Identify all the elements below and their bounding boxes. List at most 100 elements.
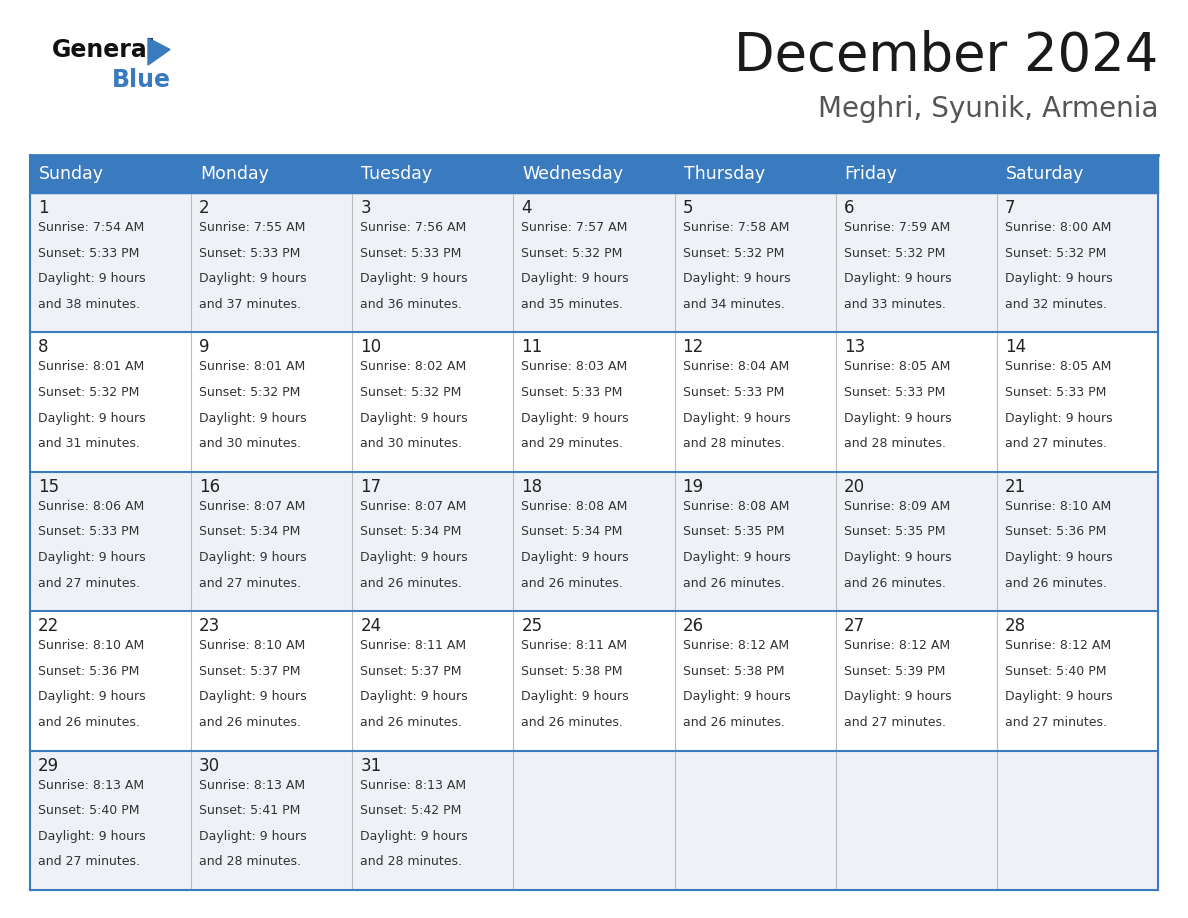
- Bar: [513, 155, 675, 193]
- Text: Daylight: 9 hours: Daylight: 9 hours: [522, 551, 630, 564]
- Bar: [835, 472, 997, 611]
- Text: 10: 10: [360, 339, 381, 356]
- Text: Daylight: 9 hours: Daylight: 9 hours: [38, 411, 146, 424]
- Text: 7: 7: [1005, 199, 1016, 217]
- Text: Daylight: 9 hours: Daylight: 9 hours: [683, 690, 790, 703]
- Text: Daylight: 9 hours: Daylight: 9 hours: [200, 690, 307, 703]
- Text: 13: 13: [843, 339, 865, 356]
- Text: Sunset: 5:40 PM: Sunset: 5:40 PM: [38, 804, 139, 817]
- Text: and 26 minutes.: and 26 minutes.: [683, 577, 784, 589]
- Text: General: General: [52, 38, 156, 62]
- Text: Sunset: 5:32 PM: Sunset: 5:32 PM: [360, 386, 462, 399]
- Text: Sunrise: 8:10 AM: Sunrise: 8:10 AM: [1005, 499, 1111, 513]
- Text: 4: 4: [522, 199, 532, 217]
- Text: Sunrise: 7:59 AM: Sunrise: 7:59 AM: [843, 221, 950, 234]
- Text: and 34 minutes.: and 34 minutes.: [683, 297, 784, 310]
- Text: Saturday: Saturday: [1006, 165, 1085, 183]
- Bar: [353, 193, 513, 332]
- Text: Sunrise: 8:08 AM: Sunrise: 8:08 AM: [683, 499, 789, 513]
- Text: Sunrise: 8:07 AM: Sunrise: 8:07 AM: [200, 499, 305, 513]
- Text: and 31 minutes.: and 31 minutes.: [38, 437, 140, 450]
- Text: Sunset: 5:39 PM: Sunset: 5:39 PM: [843, 665, 946, 677]
- Text: Daylight: 9 hours: Daylight: 9 hours: [522, 411, 630, 424]
- Text: Daylight: 9 hours: Daylight: 9 hours: [1005, 551, 1112, 564]
- Bar: [353, 472, 513, 611]
- Text: Daylight: 9 hours: Daylight: 9 hours: [38, 690, 146, 703]
- Text: Sunrise: 7:56 AM: Sunrise: 7:56 AM: [360, 221, 467, 234]
- Text: Sunset: 5:34 PM: Sunset: 5:34 PM: [360, 525, 462, 538]
- Text: Daylight: 9 hours: Daylight: 9 hours: [200, 272, 307, 285]
- Text: 9: 9: [200, 339, 209, 356]
- Text: Sunset: 5:35 PM: Sunset: 5:35 PM: [683, 525, 784, 538]
- Text: 23: 23: [200, 617, 221, 635]
- Text: and 29 minutes.: and 29 minutes.: [522, 437, 624, 450]
- Text: and 27 minutes.: and 27 minutes.: [200, 577, 301, 589]
- Text: Daylight: 9 hours: Daylight: 9 hours: [360, 411, 468, 424]
- Text: 20: 20: [843, 477, 865, 496]
- Text: Blue: Blue: [112, 68, 171, 92]
- Text: Sunrise: 7:58 AM: Sunrise: 7:58 AM: [683, 221, 789, 234]
- Text: Sunset: 5:33 PM: Sunset: 5:33 PM: [1005, 386, 1106, 399]
- Text: 1: 1: [38, 199, 49, 217]
- Bar: [513, 193, 675, 332]
- Text: Daylight: 9 hours: Daylight: 9 hours: [38, 272, 146, 285]
- Text: 14: 14: [1005, 339, 1026, 356]
- Text: Daylight: 9 hours: Daylight: 9 hours: [843, 690, 952, 703]
- Text: 28: 28: [1005, 617, 1026, 635]
- Bar: [191, 751, 353, 890]
- Text: Sunset: 5:32 PM: Sunset: 5:32 PM: [843, 247, 946, 260]
- Text: Sunrise: 8:03 AM: Sunrise: 8:03 AM: [522, 361, 627, 374]
- Text: 17: 17: [360, 477, 381, 496]
- Text: Sunset: 5:34 PM: Sunset: 5:34 PM: [200, 525, 301, 538]
- Text: Daylight: 9 hours: Daylight: 9 hours: [683, 551, 790, 564]
- Text: Sunset: 5:32 PM: Sunset: 5:32 PM: [683, 247, 784, 260]
- Text: and 30 minutes.: and 30 minutes.: [200, 437, 301, 450]
- Bar: [997, 472, 1158, 611]
- Text: Sunrise: 8:09 AM: Sunrise: 8:09 AM: [843, 499, 950, 513]
- Text: and 36 minutes.: and 36 minutes.: [360, 297, 462, 310]
- Bar: [997, 155, 1158, 193]
- Bar: [675, 193, 835, 332]
- Bar: [513, 332, 675, 472]
- Text: Meghri, Syunik, Armenia: Meghri, Syunik, Armenia: [817, 95, 1158, 123]
- Text: Sunrise: 8:12 AM: Sunrise: 8:12 AM: [843, 639, 950, 652]
- Bar: [353, 611, 513, 751]
- Text: Sunset: 5:32 PM: Sunset: 5:32 PM: [200, 386, 301, 399]
- Text: Daylight: 9 hours: Daylight: 9 hours: [200, 411, 307, 424]
- Text: Sunset: 5:38 PM: Sunset: 5:38 PM: [683, 665, 784, 677]
- Text: December 2024: December 2024: [734, 30, 1158, 82]
- Bar: [675, 751, 835, 890]
- Text: and 35 minutes.: and 35 minutes.: [522, 297, 624, 310]
- Text: 30: 30: [200, 756, 220, 775]
- Text: Sunset: 5:36 PM: Sunset: 5:36 PM: [38, 665, 139, 677]
- Text: and 26 minutes.: and 26 minutes.: [522, 716, 624, 729]
- Bar: [675, 611, 835, 751]
- Text: 22: 22: [38, 617, 59, 635]
- Text: 16: 16: [200, 477, 220, 496]
- Text: 26: 26: [683, 617, 703, 635]
- Bar: [835, 332, 997, 472]
- Text: Sunset: 5:32 PM: Sunset: 5:32 PM: [522, 247, 623, 260]
- Text: Sunrise: 8:05 AM: Sunrise: 8:05 AM: [1005, 361, 1111, 374]
- Bar: [835, 751, 997, 890]
- Text: Daylight: 9 hours: Daylight: 9 hours: [1005, 272, 1112, 285]
- Text: and 26 minutes.: and 26 minutes.: [38, 716, 140, 729]
- Text: Sunrise: 8:01 AM: Sunrise: 8:01 AM: [38, 361, 144, 374]
- Bar: [30, 472, 191, 611]
- Text: Sunset: 5:33 PM: Sunset: 5:33 PM: [683, 386, 784, 399]
- Text: and 28 minutes.: and 28 minutes.: [843, 437, 946, 450]
- Text: Daylight: 9 hours: Daylight: 9 hours: [38, 830, 146, 843]
- Text: and 37 minutes.: and 37 minutes.: [200, 297, 301, 310]
- Text: and 26 minutes.: and 26 minutes.: [1005, 577, 1107, 589]
- Text: Daylight: 9 hours: Daylight: 9 hours: [683, 272, 790, 285]
- Polygon shape: [148, 38, 170, 65]
- Text: and 27 minutes.: and 27 minutes.: [1005, 437, 1107, 450]
- Text: Sunrise: 8:07 AM: Sunrise: 8:07 AM: [360, 499, 467, 513]
- Text: 18: 18: [522, 477, 543, 496]
- Text: and 26 minutes.: and 26 minutes.: [360, 577, 462, 589]
- Text: Sunset: 5:36 PM: Sunset: 5:36 PM: [1005, 525, 1106, 538]
- Bar: [997, 751, 1158, 890]
- Text: Daylight: 9 hours: Daylight: 9 hours: [1005, 690, 1112, 703]
- Text: and 28 minutes.: and 28 minutes.: [683, 437, 784, 450]
- Text: and 26 minutes.: and 26 minutes.: [200, 716, 301, 729]
